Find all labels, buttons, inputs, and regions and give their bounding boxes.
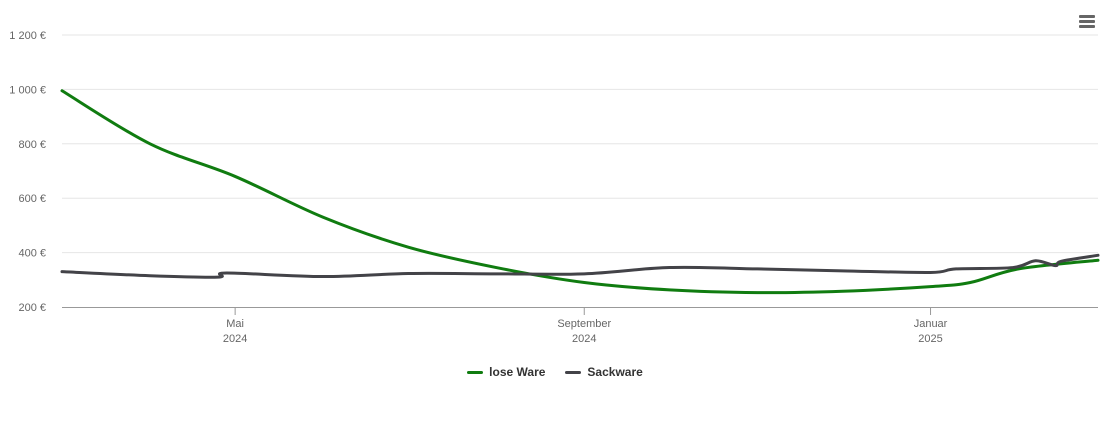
y-tick-label: 600 €: [18, 193, 46, 205]
x-tick-label-year: 2024: [223, 333, 247, 345]
y-tick-label: 400 €: [18, 248, 46, 260]
legend-item-lose-ware[interactable]: lose Ware: [467, 365, 545, 379]
x-tick-label-month: Januar: [914, 318, 948, 330]
hamburger-menu-icon[interactable]: [1076, 12, 1098, 32]
y-tick-label: 1 000 €: [9, 84, 46, 96]
legend-swatch: [467, 370, 484, 374]
x-tick-label-year: 2025: [918, 333, 942, 345]
legend-swatch: [565, 370, 582, 374]
legend-label: lose Ware: [489, 365, 546, 379]
x-tick-label-month: Mai: [226, 318, 244, 330]
y-tick-label: 200 €: [18, 302, 46, 314]
series-line-lose-ware: [60, 89, 1100, 295]
legend-label: Sackware: [587, 365, 643, 379]
chart-legend: lose Ware Sackware: [0, 362, 1110, 382]
x-tick-label-year: 2024: [572, 333, 596, 345]
y-tick-label: 800 €: [18, 139, 46, 151]
x-tick-label-month: September: [557, 318, 611, 330]
legend-item-sackware[interactable]: Sackware: [565, 365, 643, 379]
chart-plot-area: 200 € 400 € 600 € 800 € 1 000 € 1 200 € Mai 202…: [9, 30, 1100, 345]
series-line-sackware: [60, 253, 1100, 279]
y-tick-label: 1 200 €: [9, 30, 46, 42]
